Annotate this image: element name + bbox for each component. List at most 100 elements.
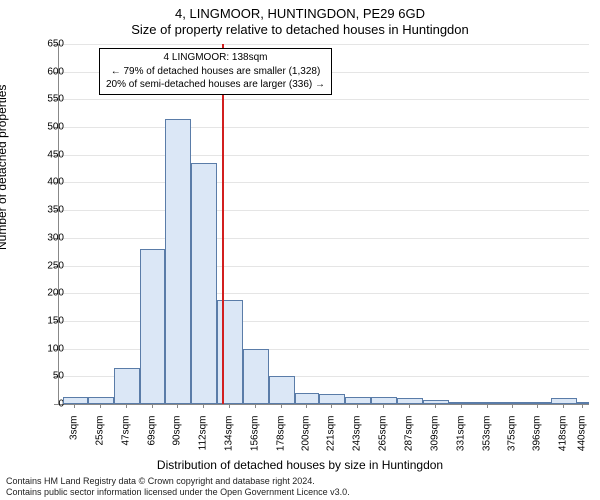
annotation-box: 4 LINGMOOR: 138sqm ← 79% of detached hou… <box>99 48 332 95</box>
annotation-line: ← 79% of detached houses are smaller (1,… <box>106 65 325 79</box>
x-tick-mark <box>537 404 538 408</box>
histogram-bar <box>449 402 475 404</box>
x-tick-mark <box>582 404 583 408</box>
reference-line <box>222 44 224 404</box>
x-tick-mark <box>100 404 101 408</box>
x-tick-mark <box>409 404 410 408</box>
footer-attribution: Contains HM Land Registry data © Crown c… <box>6 476 594 499</box>
x-tick-mark <box>435 404 436 408</box>
gridline <box>59 293 589 294</box>
annotation-line: 20% of semi-detached houses are larger (… <box>106 78 325 92</box>
x-tick-label: 418sqm <box>558 416 569 466</box>
x-tick-mark <box>512 404 513 408</box>
x-tick-mark <box>357 404 358 408</box>
gridline <box>59 321 589 322</box>
histogram-bar <box>501 402 526 404</box>
y-tick-label: 300 <box>34 232 64 243</box>
histogram-bar <box>371 397 397 404</box>
x-tick-label: 90sqm <box>171 416 182 466</box>
histogram-bar <box>140 249 165 404</box>
x-tick-label: 3sqm <box>69 416 80 466</box>
x-tick-label: 156sqm <box>249 416 260 466</box>
x-tick-mark <box>229 404 230 408</box>
histogram-bar <box>114 368 140 404</box>
gridline <box>59 210 589 211</box>
x-tick-label: 112sqm <box>197 416 208 466</box>
gridline <box>59 44 589 45</box>
x-tick-label: 221sqm <box>326 416 337 466</box>
histogram-bar <box>475 402 501 404</box>
y-tick-label: 0 <box>34 399 64 410</box>
histogram-bar <box>423 400 449 404</box>
y-tick-label: 50 <box>34 371 64 382</box>
footer-line: Contains public sector information licen… <box>6 487 594 498</box>
y-tick-label: 650 <box>34 39 64 50</box>
histogram-bar <box>269 376 295 404</box>
x-tick-mark <box>383 404 384 408</box>
x-tick-label: 353sqm <box>481 416 492 466</box>
x-tick-mark <box>331 404 332 408</box>
x-tick-label: 375sqm <box>507 416 518 466</box>
x-tick-mark <box>255 404 256 408</box>
plot-area: 4 LINGMOOR: 138sqm ← 79% of detached hou… <box>58 44 589 405</box>
x-tick-label: 47sqm <box>121 416 132 466</box>
gridline <box>59 266 589 267</box>
y-tick-label: 350 <box>34 205 64 216</box>
x-tick-mark <box>74 404 75 408</box>
histogram-bar <box>319 394 345 404</box>
annotation-line: 4 LINGMOOR: 138sqm <box>106 51 325 65</box>
gridline <box>59 238 589 239</box>
histogram-bar <box>345 397 371 404</box>
y-tick-label: 600 <box>34 66 64 77</box>
x-tick-label: 134sqm <box>223 416 234 466</box>
gridline <box>59 349 589 350</box>
x-tick-mark <box>487 404 488 408</box>
y-tick-label: 200 <box>34 288 64 299</box>
chart-container: { "title_main": "4, LINGMOOR, HUNTINGDON… <box>0 0 600 500</box>
x-tick-label: 309sqm <box>429 416 440 466</box>
x-tick-label: 69sqm <box>146 416 157 466</box>
histogram-bar <box>191 163 217 404</box>
x-tick-label: 200sqm <box>300 416 311 466</box>
x-tick-label: 25sqm <box>95 416 106 466</box>
histogram-bar <box>397 398 423 404</box>
x-tick-label: 243sqm <box>352 416 363 466</box>
gridline <box>59 127 589 128</box>
histogram-bar <box>551 398 577 404</box>
x-tick-label: 287sqm <box>403 416 414 466</box>
y-tick-label: 100 <box>34 343 64 354</box>
x-tick-label: 178sqm <box>275 416 286 466</box>
x-tick-mark <box>152 404 153 408</box>
x-tick-mark <box>203 404 204 408</box>
histogram-bar <box>295 393 320 404</box>
gridline <box>59 182 589 183</box>
title-main: 4, LINGMOOR, HUNTINGDON, PE29 6GD <box>0 6 600 21</box>
histogram-bar <box>243 349 269 404</box>
x-tick-label: 265sqm <box>378 416 389 466</box>
histogram-bar <box>88 397 114 404</box>
x-tick-mark <box>563 404 564 408</box>
y-tick-label: 450 <box>34 149 64 160</box>
histogram-bar <box>577 402 589 404</box>
histogram-bar <box>63 397 89 404</box>
y-axis-label: Number of detached properties <box>0 85 9 250</box>
x-tick-mark <box>461 404 462 408</box>
y-tick-label: 500 <box>34 122 64 133</box>
gridline <box>59 155 589 156</box>
x-tick-label: 396sqm <box>532 416 543 466</box>
histogram-bar <box>165 119 191 404</box>
gridline <box>59 99 589 100</box>
y-tick-label: 550 <box>34 94 64 105</box>
y-tick-label: 250 <box>34 260 64 271</box>
x-tick-mark <box>281 404 282 408</box>
x-tick-mark <box>126 404 127 408</box>
x-tick-mark <box>177 404 178 408</box>
y-tick-label: 150 <box>34 315 64 326</box>
title-sub: Size of property relative to detached ho… <box>0 22 600 37</box>
y-tick-label: 400 <box>34 177 64 188</box>
x-tick-mark <box>306 404 307 408</box>
x-tick-label: 331sqm <box>455 416 466 466</box>
x-tick-label: 440sqm <box>577 416 588 466</box>
footer-line: Contains HM Land Registry data © Crown c… <box>6 476 594 487</box>
histogram-bar <box>525 402 551 404</box>
